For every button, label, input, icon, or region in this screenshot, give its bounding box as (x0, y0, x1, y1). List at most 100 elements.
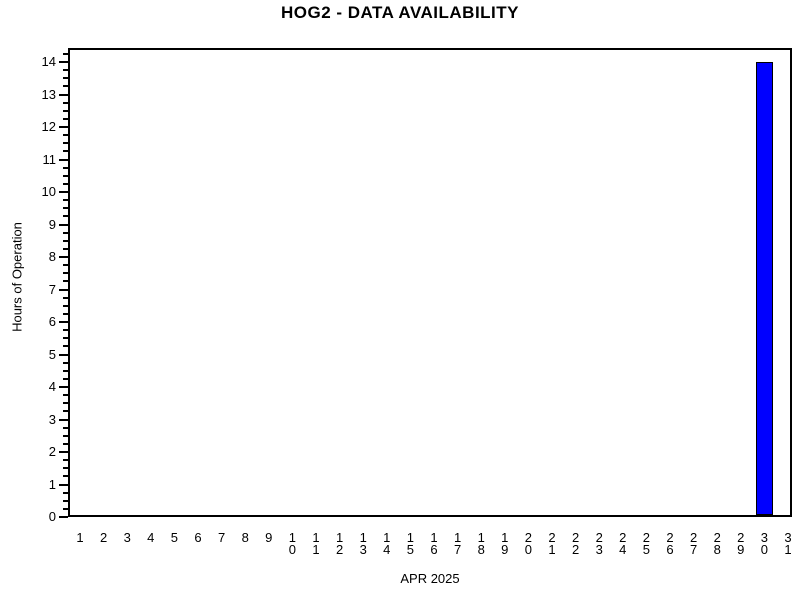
y-minor-tick (63, 410, 68, 413)
y-major-tick (59, 61, 68, 63)
y-minor-tick (63, 304, 68, 307)
y-minor-tick (63, 345, 68, 348)
y-minor-tick (63, 142, 68, 145)
x-tick-label: 1 6 (430, 530, 438, 557)
y-tick-label: 11 (42, 151, 57, 167)
y-tick-label: 2 (48, 444, 56, 459)
y-tick-label: 1 (48, 476, 56, 492)
y-minor-tick (63, 69, 68, 72)
y-tick-label: 6 (48, 314, 56, 329)
plot-area (68, 48, 792, 517)
y-minor-tick (63, 215, 68, 218)
y-tick-label: 7 (48, 281, 56, 297)
y-minor-tick (63, 394, 68, 397)
y-minor-tick (63, 134, 68, 137)
x-tick-label: 1 1 (312, 530, 320, 557)
y-minor-tick (63, 459, 68, 462)
x-tick-label: 1 (76, 530, 84, 545)
x-tick-label: 9 (265, 530, 273, 545)
y-tick-label: 9 (48, 216, 56, 232)
y-minor-tick (63, 434, 68, 437)
chart-title: HOG2 - DATA AVAILABILITY (280, 3, 520, 22)
y-minor-tick (63, 369, 68, 372)
y-tick-label: 0 (48, 509, 56, 524)
y-major-tick (59, 451, 68, 453)
x-tick-label: 4 (147, 530, 155, 545)
y-minor-tick (63, 337, 68, 340)
y-minor-tick (63, 199, 68, 202)
bar-day-30 (755, 62, 773, 515)
y-minor-tick (63, 182, 68, 185)
x-tick-label: 2 2 (571, 530, 580, 557)
x-tick-label: 2 5 (642, 530, 651, 557)
y-minor-tick (63, 280, 68, 283)
y-minor-tick (63, 402, 68, 405)
y-minor-tick (63, 117, 68, 120)
y-minor-tick (63, 499, 68, 502)
y-tick-label: 4 (48, 379, 56, 394)
y-minor-tick (63, 475, 68, 478)
y-major-tick (59, 386, 68, 388)
y-major-tick (59, 191, 68, 193)
y-minor-tick (63, 207, 68, 210)
y-minor-tick (63, 52, 68, 55)
y-minor-tick (63, 361, 68, 364)
x-axis-label: APR 2025 (400, 571, 460, 586)
y-minor-tick (63, 77, 68, 80)
x-tick-label: 2 8 (713, 530, 721, 557)
y-tick-label: 3 (48, 411, 56, 427)
y-minor-tick (63, 312, 68, 315)
y-minor-tick (63, 507, 68, 510)
y-tick-label: 12 (41, 119, 56, 134)
x-tick-label: 2 (99, 530, 108, 545)
x-tick-label: 1 4 (383, 530, 391, 557)
x-tick-label: 1 3 (359, 530, 367, 557)
y-major-tick (59, 418, 68, 421)
x-tick-label: 2 1 (548, 530, 556, 557)
y-minor-tick (63, 491, 68, 494)
y-minor-tick (63, 85, 68, 88)
y-minor-tick (63, 264, 68, 267)
x-tick-label: 3 0 (760, 530, 769, 557)
x-tick-label: 7 (217, 530, 226, 545)
y-minor-tick (63, 101, 68, 104)
y-minor-tick (63, 166, 68, 169)
x-tick-label: 3 1 (784, 530, 792, 557)
x-tick-label: 2 6 (666, 530, 674, 557)
y-minor-tick (63, 426, 68, 429)
x-tick-label: 6 (194, 530, 202, 545)
y-minor-tick (63, 467, 68, 470)
x-tick-label: 5 (170, 530, 179, 545)
y-minor-tick (63, 442, 68, 445)
y-minor-tick (63, 239, 68, 242)
y-major-tick (59, 126, 68, 128)
y-minor-tick (63, 174, 68, 177)
x-tick-label: 2 0 (524, 530, 533, 557)
x-tick-label: 1 9 (501, 530, 509, 557)
x-tick-label: 1 7 (453, 530, 462, 557)
x-tick-label: 1 0 (288, 530, 297, 557)
y-minor-tick (63, 109, 68, 112)
y-major-tick (59, 223, 68, 226)
y-minor-tick (63, 296, 68, 299)
y-major-tick (59, 288, 68, 291)
x-tick-label: 1 2 (335, 530, 344, 557)
y-major-tick (59, 321, 68, 323)
y-tick-label: 8 (48, 249, 56, 264)
y-major-tick (59, 93, 68, 96)
x-tick-label: 2 7 (689, 530, 698, 557)
x-tick-label: 2 9 (737, 530, 745, 557)
y-major-tick (59, 158, 68, 161)
x-tick-label: 1 8 (477, 530, 485, 557)
y-tick-label: 5 (48, 346, 56, 362)
y-minor-tick (63, 329, 68, 332)
x-tick-label: 1 5 (406, 530, 415, 557)
x-tick-label: 3 (123, 530, 131, 545)
y-tick-label: 10 (41, 184, 56, 199)
y-minor-tick (63, 150, 68, 153)
y-minor-tick (63, 272, 68, 275)
y-major-tick (59, 256, 68, 258)
y-minor-tick (63, 231, 68, 234)
y-major-tick (59, 483, 68, 486)
